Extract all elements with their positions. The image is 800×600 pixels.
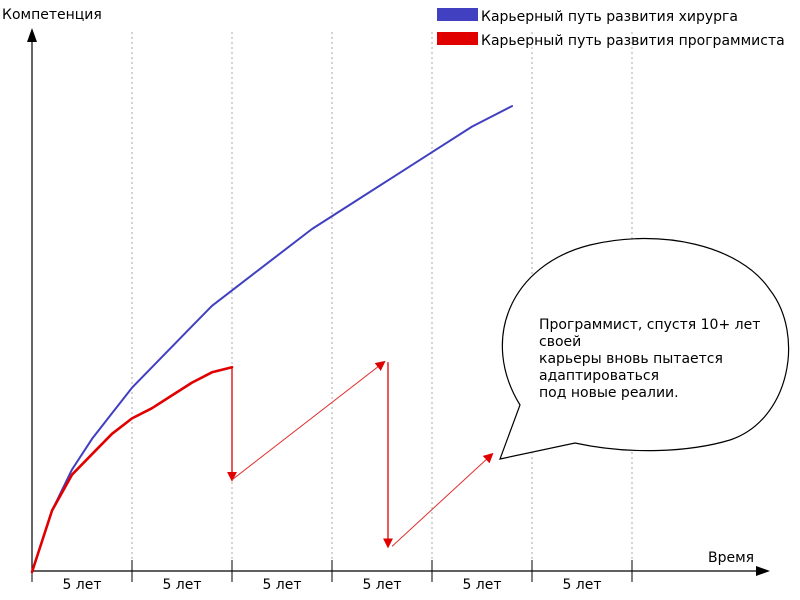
annotation-text: Программист, спустя 10+ лет своей карьер… <box>539 317 765 401</box>
series <box>30 105 513 574</box>
y-axis <box>27 28 37 572</box>
legend-label-programmer: Карьерный путь развития программиста <box>481 33 785 49</box>
x-tick-label: 5 лет <box>162 577 201 593</box>
x-tick-label: 5 лет <box>262 577 301 593</box>
annotation-line: своей <box>539 334 581 350</box>
annotation-line: карьеры вновь пытается <box>539 351 723 367</box>
callout-bubble <box>499 237 790 460</box>
x-axis-title: Время <box>708 550 754 566</box>
x-tick-label: 5 лет <box>362 577 401 593</box>
annotation-line: Программист, спустя 10+ лет <box>539 317 760 333</box>
x-tick-label: 5 лет <box>462 577 501 593</box>
annotation-callout: Программист, спустя 10+ лет своей карьер… <box>499 237 790 460</box>
annotation-line: адаптироваться <box>539 368 659 384</box>
legend-swatch-programmer <box>437 32 478 45</box>
series-line-surgeon <box>31 105 513 573</box>
series-arrow-programmer <box>231 360 386 481</box>
x-tick-label: 5 лет <box>62 577 101 593</box>
legend-label-surgeon: Карьерный путь развития хирурга <box>481 9 738 25</box>
series-arrow-programmer <box>391 452 494 547</box>
x-axis-arrowhead <box>756 566 770 576</box>
annotation-line: под новые реалии. <box>539 385 679 401</box>
legend: Карьерный путь развития хирурга Карьерны… <box>437 8 785 49</box>
y-axis-arrowhead <box>27 28 37 42</box>
x-axis <box>32 566 770 576</box>
legend-swatch-surgeon <box>437 8 478 21</box>
series-line-programmer <box>30 365 234 574</box>
y-axis-title: Компетенция <box>2 7 102 23</box>
x-tick-label: 5 лет <box>562 577 601 593</box>
x-ticks: 5 лет 5 лет 5 лет 5 лет 5 лет 5 лет <box>31 560 633 593</box>
